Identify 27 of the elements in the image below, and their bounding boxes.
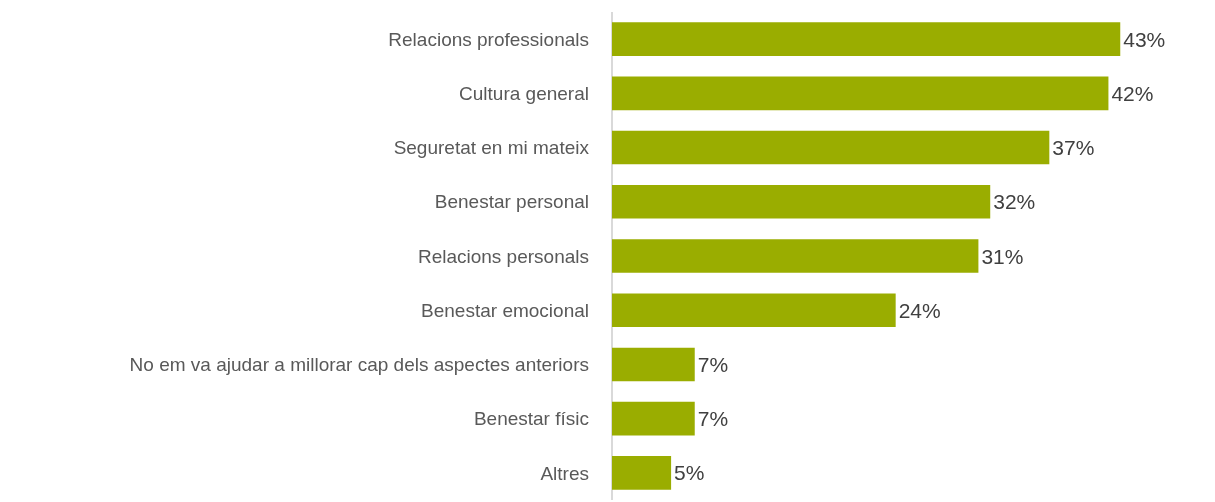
bar [612,130,1050,165]
bar [612,456,672,490]
data-label: 42% [1111,81,1154,105]
y-tick-label: Benestar emocional [421,299,589,321]
data-label: 37% [1052,136,1095,160]
y-tick-label: Relacions professionals [388,28,589,50]
data-label: 43% [1123,27,1166,51]
data-label: 32% [993,190,1036,214]
data-label: 31% [981,244,1024,268]
y-tick-label: Relacions personals [417,245,589,267]
y-tick-label: Benestar personal [434,191,589,213]
bar [612,76,1109,111]
bar [612,239,979,273]
data-label: 5% [674,461,705,485]
y-tick-label: Seguretat en mi mateix [393,137,590,159]
bar [612,347,695,382]
data-label: 7% [697,407,729,431]
y-tick-label: Altres [540,462,589,484]
y-tick-label: Benestar físic [473,408,589,430]
bar [612,293,896,328]
data-label: 24% [898,298,941,322]
y-tick-label: No em va ajudar a millorar cap dels aspectes anteriors [129,354,589,376]
bar [612,22,1121,56]
bar [612,401,695,436]
y-tick-label: Cultura general [459,82,589,104]
data-label: 7% [697,352,729,376]
bar [612,184,991,219]
